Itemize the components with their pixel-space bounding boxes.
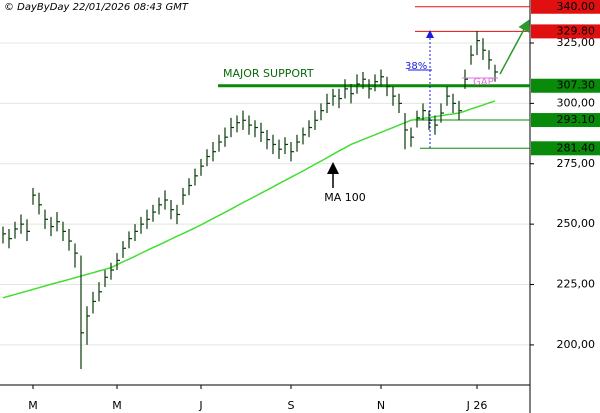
trend-arrow: [499, 19, 530, 75]
level-box: [531, 78, 600, 93]
x-tick-label: M: [28, 399, 38, 412]
y-tick-label: 200,00: [557, 338, 596, 351]
level-box: [531, 24, 600, 39]
level-label: 340.00: [557, 0, 596, 13]
level-label: 329.80: [557, 24, 596, 37]
y-tick-label: 275,00: [557, 157, 596, 170]
gap-label: GAP: [473, 77, 494, 88]
retracement-label: 38%: [405, 61, 427, 72]
level-box: [531, 141, 600, 156]
x-tick-label: N: [377, 399, 385, 412]
ma-label: MA 100: [324, 191, 366, 204]
y-tick-label: 250,00: [557, 217, 596, 230]
support-label: MAJOR SUPPORT: [223, 67, 314, 80]
level-label: 281.40: [557, 141, 596, 154]
y-tick-label: 325,00: [557, 36, 596, 49]
level-box: [531, 113, 600, 128]
x-tick-label: S: [288, 399, 295, 412]
ma-line: [2, 100, 496, 299]
x-tick-label: J 26: [466, 399, 488, 412]
y-tick-label: 300,00: [557, 96, 596, 109]
level-label: 307.30: [557, 79, 596, 92]
x-tick-label: J: [198, 399, 202, 412]
x-tick-label: M: [112, 399, 122, 412]
level-label: 293.10: [557, 113, 596, 126]
level-box: [531, 0, 600, 14]
watermark: © DayByDay 22/01/2026 08:43 GMT: [4, 2, 189, 13]
y-tick-label: 225,00: [557, 278, 596, 291]
